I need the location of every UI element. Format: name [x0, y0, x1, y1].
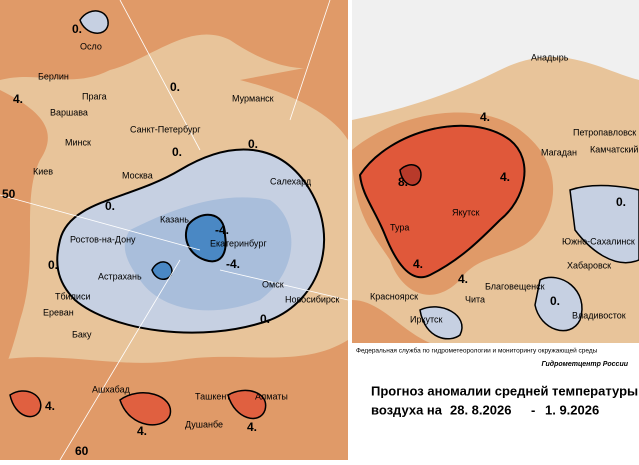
city-label: Новосибирск [285, 294, 339, 304]
city-label: Красноярск [370, 291, 418, 301]
contour-label: 0. [550, 294, 560, 308]
title-line2: воздуха на [371, 402, 443, 417]
grid-label: 60 [75, 444, 89, 458]
city-label: Ростов-на-Дону [70, 234, 136, 244]
city-label: Екатеринбург [210, 238, 267, 248]
city-label: Минск [65, 137, 91, 147]
separator: - [531, 402, 535, 417]
contour-label: 0. [616, 195, 626, 209]
contour-label: 4. [247, 420, 257, 434]
center: Гидрометцентр России [542, 360, 629, 368]
city-label: Санкт-Петербург [130, 124, 201, 134]
cold-core [151, 261, 173, 280]
city-label: Берлин [38, 71, 69, 81]
warm-area [0, 90, 48, 380]
contour-label: 0. [72, 22, 82, 36]
city-label: Благовещенск [485, 281, 545, 291]
hot-area [358, 124, 526, 279]
arctic-ocean [352, 0, 639, 120]
city-label: Салехард [270, 176, 312, 186]
start-date: 28. 8.2026 [450, 402, 511, 417]
divider [348, 0, 352, 460]
contour-label: 0. [48, 258, 58, 272]
city-label: Мурманск [232, 93, 274, 103]
city-label: Ереван [43, 307, 74, 317]
contour-label: 4. [137, 424, 147, 438]
contour-label: 4. [458, 272, 468, 286]
city-label: Казань [160, 214, 189, 224]
grid-label: 50 [2, 187, 16, 201]
agency: Федеральная служба по гидрометеорологии … [356, 347, 598, 355]
city-label: Иркутск [410, 314, 443, 324]
contour-label: 8. [398, 175, 408, 189]
city-label: Тбилиси [55, 291, 91, 301]
info-box: Федеральная служба по гидрометеорологии … [352, 343, 639, 460]
contour-label: 0. [172, 145, 182, 159]
contour-label: 4. [500, 170, 510, 184]
city-label: Хабаровск [567, 260, 611, 270]
city-label: Алматы [255, 391, 288, 401]
hot-core [9, 390, 42, 418]
hot-core [227, 389, 267, 420]
right-map [352, 0, 639, 343]
city-label: Астрахань [98, 271, 142, 281]
warm-area [352, 300, 430, 343]
city-label: Ашхабад [92, 384, 131, 394]
city-label: Камчатский [590, 144, 638, 154]
warm-area [240, 60, 348, 140]
city-label: Якутск [452, 207, 480, 217]
city-label: Баку [72, 329, 92, 339]
contour-label: 0. [105, 199, 115, 213]
contour-label: 4. [413, 257, 423, 271]
city-label: Москва [122, 170, 153, 180]
contour-label: 0. [248, 137, 258, 151]
left-map [0, 0, 349, 461]
city-label: Осло [80, 41, 102, 51]
cold-area [419, 306, 463, 340]
contour-label: -4. [215, 223, 229, 237]
graticule [0, 0, 349, 461]
city-label: Магадан [541, 147, 577, 157]
city-label: Чита [465, 294, 485, 304]
city-label: Петропавловск [573, 127, 636, 137]
city-label: Владивосток [572, 310, 626, 320]
contour-label: -4. [226, 257, 240, 271]
cold-area [534, 276, 583, 332]
cold-area [79, 10, 109, 34]
city-label: Анадырь [531, 52, 569, 62]
contour-label: 0. [170, 80, 180, 94]
city-label: Душанбе [185, 419, 223, 429]
hot-core [119, 392, 172, 426]
city-label: Южно-Сахалинск [562, 236, 635, 246]
contour-label: 4. [13, 92, 23, 106]
hot-core [399, 164, 422, 186]
city-label: Киев [33, 166, 53, 176]
warm-area [0, 340, 348, 460]
title-line1: Прогноз аномалии средней температуры [371, 383, 638, 398]
city-label: Тура [390, 222, 409, 232]
city-label: Прага [82, 91, 107, 101]
labels: Осло Берлин Прага Варшава Санкт-Петербург Мур… [2, 22, 638, 458]
end-date: 1. 9.2026 [545, 402, 599, 417]
info-background [352, 343, 639, 460]
city-label: Омск [262, 279, 284, 289]
contour-label: 4. [480, 110, 490, 124]
contour-label: 0. [260, 312, 270, 326]
contour-label: 4. [45, 399, 55, 413]
city-label: Ташкент [195, 391, 230, 401]
city-label: Варшава [50, 107, 88, 117]
